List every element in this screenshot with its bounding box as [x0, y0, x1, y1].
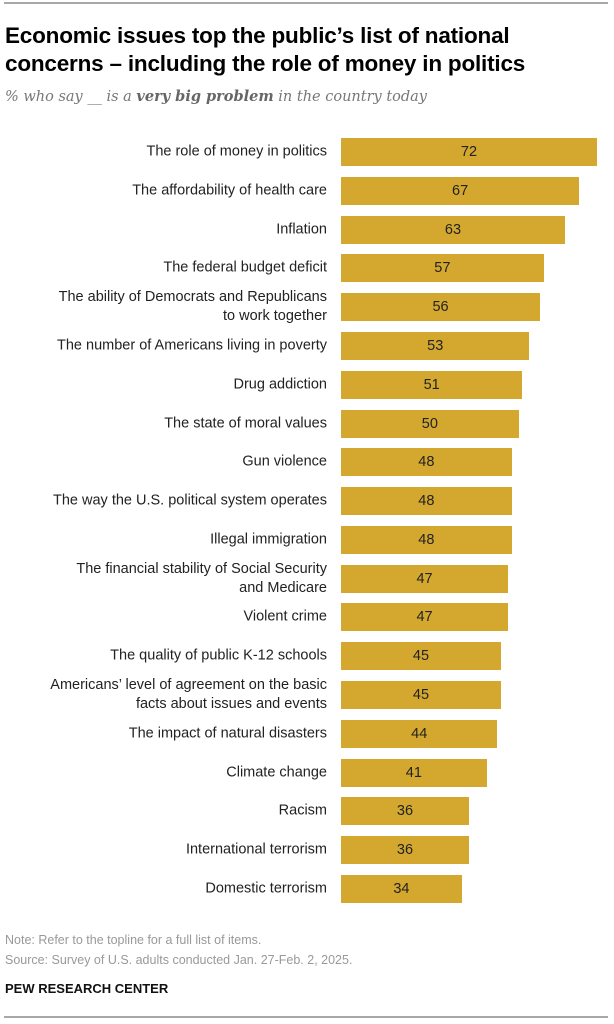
- category-label: Domestic terrorism: [205, 880, 327, 897]
- bar: [341, 215, 565, 244]
- bar: [341, 875, 462, 903]
- data-label: 48: [418, 531, 435, 548]
- category-label: The way the U.S. political system operat…: [52, 492, 327, 509]
- bar: [341, 797, 469, 826]
- category-label: The federal budget deficit: [163, 259, 327, 276]
- bar: [341, 138, 597, 166]
- data-label: 47: [416, 609, 433, 626]
- subtitle-emphasis: very big problem: [136, 88, 274, 105]
- data-label: 44: [411, 725, 428, 742]
- bottom-rule: [4, 1016, 608, 1018]
- data-label: 36: [396, 842, 414, 859]
- brand-logo-text: PEW RESEARCH CENTER: [5, 981, 169, 996]
- bar: [341, 719, 498, 748]
- data-label: 45: [412, 687, 430, 704]
- category-label: Inflation: [276, 221, 327, 238]
- bar: [341, 836, 469, 865]
- data-label: 67: [452, 182, 469, 199]
- subtitle-text: % who say __ is a: [5, 89, 137, 105]
- category-label: International terrorism: [185, 841, 327, 858]
- category-label: The affordability of health care: [132, 182, 327, 199]
- data-label: 53: [427, 337, 444, 354]
- bar: [341, 409, 519, 438]
- bar: [341, 642, 501, 671]
- category-label: The role of money in politics: [146, 143, 327, 160]
- category-label: The financial stability of Social Securi…: [76, 560, 327, 596]
- category-label: The number of Americans living in povert…: [57, 337, 327, 354]
- bar: [341, 681, 501, 710]
- bar: [341, 254, 544, 283]
- bar: [341, 331, 530, 360]
- bar: [341, 176, 580, 205]
- bar: [341, 293, 541, 322]
- data-label: 47: [416, 570, 433, 587]
- data-label: 63: [444, 221, 462, 238]
- top-rule: [4, 2, 608, 4]
- bar: [341, 448, 512, 477]
- category-label: The impact of natural disasters: [128, 725, 327, 742]
- data-label: 45: [412, 648, 430, 665]
- bar: [341, 564, 509, 593]
- bar: [341, 525, 512, 554]
- data-label: 48: [418, 493, 435, 510]
- source: Source: Survey of U.S. adults conducted …: [5, 953, 353, 967]
- bar: [341, 370, 523, 399]
- category-label: Climate change: [226, 764, 327, 781]
- data-label: 36: [396, 803, 414, 820]
- data-label: 48: [418, 454, 435, 471]
- data-label: 50: [421, 415, 438, 432]
- note: Note: Refer to the topline for a full li…: [5, 933, 262, 947]
- bar: [341, 603, 509, 632]
- category-label: The quality of public K-12 schools: [110, 647, 327, 664]
- subtitle-text: in the country today: [273, 89, 427, 105]
- bar: [341, 758, 487, 787]
- category-label: The state of moral values: [164, 415, 327, 432]
- data-label: 57: [434, 260, 451, 277]
- data-label: 56: [432, 299, 449, 316]
- data-label: 34: [393, 881, 410, 897]
- data-label: 72: [460, 144, 478, 160]
- category-label: Racism: [278, 802, 327, 819]
- category-label: Gun violence: [242, 453, 327, 470]
- chart-subtitle: % who say __ is a very big problem in th…: [5, 88, 427, 105]
- bar: [341, 487, 512, 516]
- category-label: Americans’ level of agreement on the bas…: [50, 677, 327, 713]
- category-label: Drug addiction: [233, 376, 328, 393]
- category-label: Illegal immigration: [210, 531, 327, 548]
- category-label: The ability of Democrats and Republicans…: [58, 289, 327, 325]
- chart-title: Economic issues top the public’s list of…: [5, 23, 526, 76]
- data-label: 41: [405, 764, 422, 781]
- category-label: Violent crime: [243, 608, 327, 625]
- data-label: 51: [423, 376, 440, 393]
